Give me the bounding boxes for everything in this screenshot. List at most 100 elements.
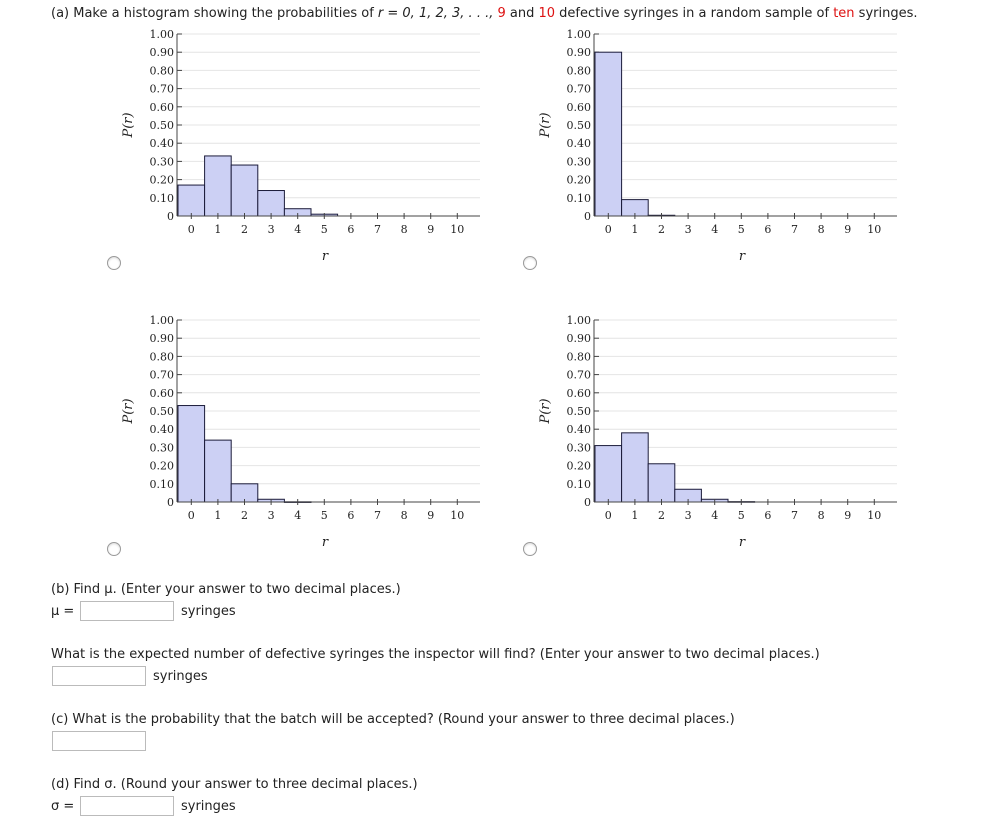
- x-tick-label: 4: [711, 509, 718, 522]
- question-a-middle: defective syringes in a random sample of: [555, 6, 834, 21]
- histogram-svg: 0 0.10 0.20 0.30 0.40 0.50 0.60 0.70 0.80 0.90 1.0…: [121, 314, 480, 550]
- x-tick-label: 5: [321, 223, 328, 236]
- mu-label: μ =: [51, 604, 75, 619]
- option-radio-1[interactable]: [107, 256, 121, 270]
- x-tick-label: 5: [321, 509, 328, 522]
- y-tick-label: 0: [167, 210, 174, 223]
- x-tick-label: 5: [738, 509, 745, 522]
- expected-input[interactable]: [52, 666, 146, 686]
- y-tick-label: 0.10: [150, 192, 175, 205]
- x-tick-label: 9: [427, 223, 434, 236]
- histogram-bar: [594, 51, 623, 217]
- x-tick-label: 6: [764, 509, 771, 522]
- y-tick-label: 0.60: [567, 101, 592, 114]
- histogram-option-1: 0 0.10 0.20 0.30 0.40 0.50 0.60 0.70 0.80 0.90 1.0…: [116, 28, 536, 280]
- histogram-bar: [621, 432, 649, 503]
- y-tick-label: 0.20: [567, 460, 592, 473]
- histogram-option-3: 0 0.10 0.20 0.30 0.40 0.50 0.60 0.70 0.80 0.90 1.0…: [116, 314, 536, 566]
- question-d-text: (d) Find σ. (Round your answer to three …: [51, 777, 418, 792]
- histogram-bar: [204, 155, 232, 217]
- question-expected-text: What is the expected number of defective…: [51, 647, 820, 662]
- acceptance-probability-input[interactable]: [52, 731, 146, 751]
- x-tick-label: 7: [791, 223, 798, 236]
- sigma-input[interactable]: [80, 796, 174, 816]
- question-a-ten-number: 10: [538, 6, 556, 21]
- y-tick-label: 0.60: [567, 387, 592, 400]
- mu-input[interactable]: [80, 601, 174, 621]
- option-radio-2[interactable]: [523, 256, 537, 270]
- y-tick-label: 0.10: [567, 192, 592, 205]
- x-tick-label: 8: [401, 223, 408, 236]
- y-axis-label: P(r): [121, 398, 136, 424]
- y-tick-label: 0.20: [150, 460, 175, 473]
- x-tick-label: 2: [241, 223, 248, 236]
- y-tick-label: 0.50: [567, 405, 592, 418]
- y-tick-label: 0.90: [150, 46, 175, 59]
- y-tick-label: 0.50: [150, 405, 175, 418]
- x-tick-label: 10: [867, 509, 881, 522]
- y-axis-label: P(r): [538, 112, 553, 138]
- x-tick-label: 3: [268, 509, 275, 522]
- x-tick-label: 0: [188, 509, 195, 522]
- x-tick-label: 6: [347, 223, 354, 236]
- expected-unit: syringes: [153, 669, 208, 684]
- y-tick-label: 0.30: [150, 441, 175, 454]
- x-tick-label: 2: [658, 509, 665, 522]
- y-tick-label: 0.70: [150, 83, 175, 96]
- y-tick-label: 0.10: [150, 478, 175, 491]
- y-tick-label: 1.00: [567, 28, 592, 41]
- x-tick-label: 10: [867, 223, 881, 236]
- x-tick-label: 6: [347, 509, 354, 522]
- y-axis-label: P(r): [121, 112, 136, 138]
- question-a-r-list: r = 0, 1, 2, 3, . . .,: [377, 6, 498, 21]
- y-tick-label: 0.80: [150, 64, 175, 77]
- x-tick-label: 0: [605, 223, 612, 236]
- y-tick-label: 0: [584, 496, 591, 509]
- option-radio-3[interactable]: [107, 542, 121, 556]
- y-tick-label: 0: [584, 210, 591, 223]
- histogram-bar: [230, 164, 259, 217]
- x-tick-label: 7: [791, 509, 798, 522]
- question-a-ten-word: ten: [833, 6, 855, 21]
- histogram-bar: [204, 439, 232, 503]
- y-tick-label: 0.30: [150, 155, 175, 168]
- y-tick-label: 0.70: [150, 369, 175, 382]
- y-tick-label: 0.90: [567, 332, 592, 345]
- histogram-svg: 0 0.10 0.20 0.30 0.40 0.50 0.60 0.70 0.80 0.90 1.0…: [121, 28, 480, 264]
- x-axis-label: r: [739, 249, 746, 264]
- y-tick-label: 0.70: [567, 369, 592, 382]
- x-tick-label: 7: [374, 223, 381, 236]
- mu-unit: syringes: [181, 604, 236, 619]
- x-tick-label: 3: [268, 223, 275, 236]
- option-radio-4[interactable]: [523, 542, 537, 556]
- x-tick-label: 2: [658, 223, 665, 236]
- y-tick-label: 0.60: [150, 387, 175, 400]
- x-tick-label: 1: [214, 509, 221, 522]
- y-tick-label: 1.00: [150, 28, 175, 41]
- histogram-option-2: 0 0.10 0.20 0.30 0.40 0.50 0.60 0.70 0.80 0.90 1.0…: [533, 28, 953, 280]
- x-tick-label: 10: [450, 223, 464, 236]
- histogram-bar: [257, 190, 285, 217]
- x-tick-label: 6: [764, 223, 771, 236]
- x-tick-label: 5: [738, 223, 745, 236]
- histogram-svg: 0 0.10 0.20 0.30 0.40 0.50 0.60 0.70 0.80 0.90 1.0…: [538, 314, 897, 550]
- y-tick-label: 0.10: [567, 478, 592, 491]
- x-axis-label: r: [739, 535, 746, 550]
- x-tick-label: 9: [844, 509, 851, 522]
- histogram-bar: [594, 445, 623, 503]
- x-tick-label: 8: [818, 509, 825, 522]
- y-tick-label: 0.80: [150, 350, 175, 363]
- histogram-bar: [177, 405, 206, 503]
- x-tick-label: 3: [685, 509, 692, 522]
- y-tick-label: 0.40: [150, 423, 175, 436]
- y-tick-label: 1.00: [150, 314, 175, 327]
- y-tick-label: 0.40: [567, 137, 592, 150]
- question-a-text: (a) Make a histogram showing the probabi…: [51, 6, 918, 21]
- y-tick-label: 0.30: [567, 155, 592, 168]
- x-tick-label: 0: [188, 223, 195, 236]
- y-tick-label: 0.60: [150, 101, 175, 114]
- sigma-label: σ =: [51, 799, 75, 814]
- y-tick-label: 0.80: [567, 64, 592, 77]
- x-tick-label: 9: [844, 223, 851, 236]
- y-tick-label: 0.50: [567, 119, 592, 132]
